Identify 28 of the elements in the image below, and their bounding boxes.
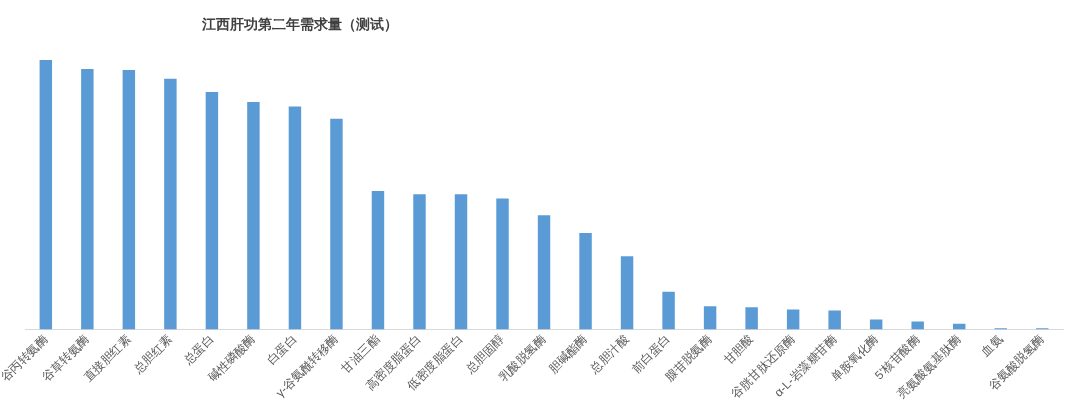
bar: [579, 232, 592, 330]
x-tick-label: 甘胆酸: [720, 332, 757, 368]
x-tick-label: 总蛋白: [180, 332, 217, 369]
bar: [288, 106, 302, 330]
bar: [745, 307, 758, 330]
bar: [122, 69, 136, 330]
bar: [537, 215, 551, 330]
bar: [81, 68, 94, 330]
bar: [247, 102, 260, 330]
bar: [205, 92, 219, 330]
bar: [454, 194, 468, 330]
bar: [413, 194, 426, 330]
bar: [371, 190, 385, 330]
bar: [620, 256, 634, 330]
x-tick-label: 白蛋白: [264, 332, 300, 368]
chart-title: 江西肝功第二年需求量（测试）: [201, 16, 399, 34]
x-tick-label: 血氨: [978, 332, 1006, 359]
bar: [330, 118, 343, 330]
bar: [662, 291, 675, 330]
bar: [911, 321, 924, 330]
bar: [39, 60, 53, 330]
bar: [786, 309, 800, 330]
bar: [496, 198, 509, 330]
bar: [828, 310, 841, 330]
bar: [703, 306, 717, 330]
x-tick-label: 总胆红素: [130, 332, 175, 377]
bar: [164, 78, 177, 330]
bar: [869, 319, 883, 330]
